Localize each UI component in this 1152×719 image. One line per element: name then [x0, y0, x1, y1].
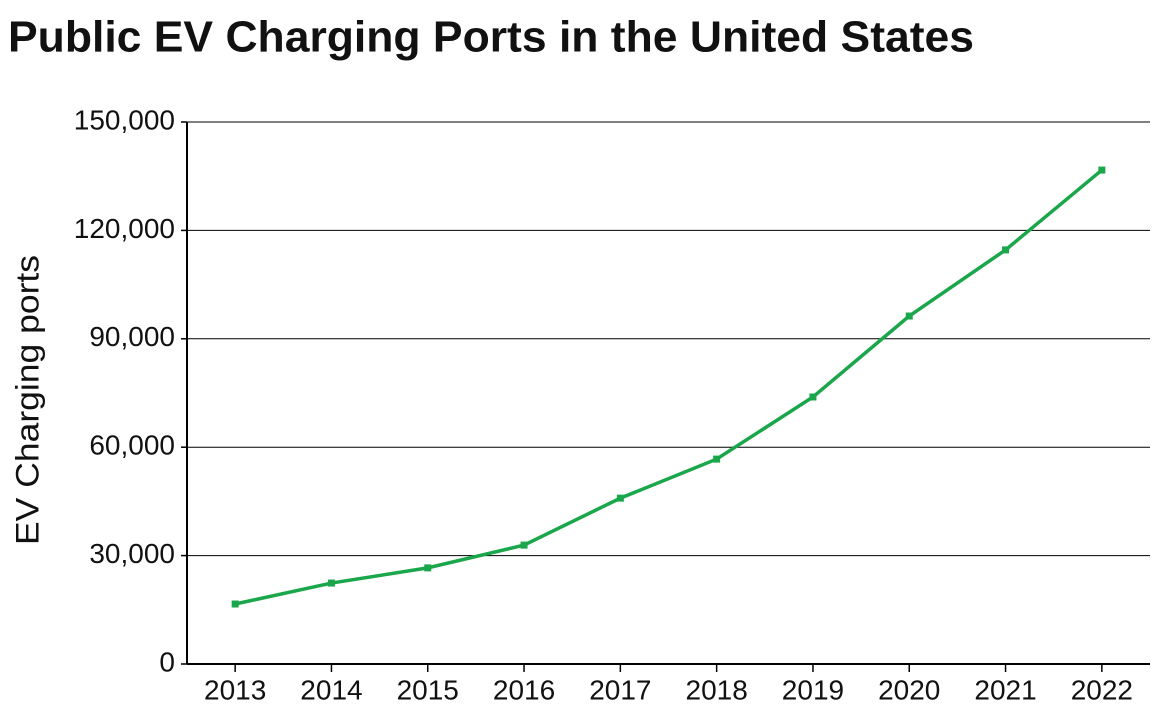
x-tick-label: 2015 [397, 674, 459, 705]
y-tick-label: 90,000 [89, 321, 175, 352]
data-point [424, 564, 432, 572]
data-point [231, 600, 239, 608]
data-point [713, 455, 721, 463]
y-tick-label: 60,000 [89, 430, 175, 461]
x-tick-label: 2019 [782, 674, 844, 705]
x-tick-label: 2017 [589, 674, 651, 705]
x-tick-label: 2021 [974, 674, 1036, 705]
y-tick-label: 30,000 [89, 538, 175, 569]
x-tick-label: 2014 [300, 674, 362, 705]
data-line [234, 168, 1103, 606]
x-tick-label: 2016 [493, 674, 555, 705]
data-point [327, 579, 335, 587]
data-point [905, 312, 913, 320]
data-point [809, 393, 817, 401]
y-tick-label: 0 [159, 646, 175, 677]
x-tick-label: 2020 [878, 674, 940, 705]
y-axis-title: EV Charging ports [9, 255, 45, 545]
x-tick-label: 2022 [1071, 674, 1133, 705]
data-point [520, 541, 528, 549]
x-tick-label: 2013 [204, 674, 266, 705]
data-point [1098, 166, 1106, 174]
y-tick-label: 120,000 [74, 213, 175, 244]
x-tick-label: 2018 [686, 674, 748, 705]
y-tick-label: 150,000 [74, 104, 175, 135]
data-point [616, 494, 624, 502]
chart-title: Public EV Charging Ports in the United S… [8, 13, 974, 62]
data-point [1002, 246, 1010, 254]
